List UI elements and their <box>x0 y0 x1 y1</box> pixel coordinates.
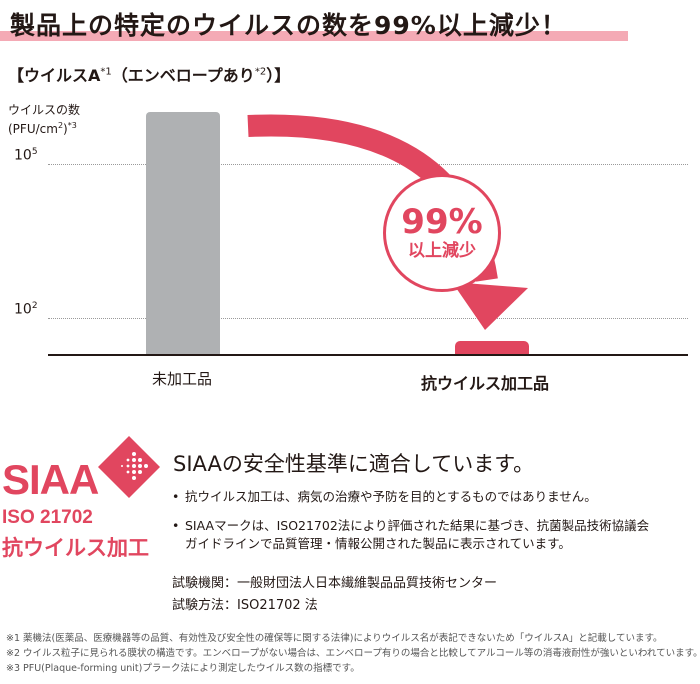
subtitle-paren: （エンベロープあり <box>111 66 255 85</box>
footnote-3: ※3 PFU(Plaque-forming unit)プラーク法により測定したウ… <box>6 663 360 674</box>
arrow-head <box>452 282 528 330</box>
bullet-continuation: ガイドラインで品質管理・情報公開された製品に表示されています。 <box>185 536 571 551</box>
reduction-text: 以上減少 <box>408 241 476 261</box>
bullet-dot: • <box>172 489 180 504</box>
subtitle-note-2: *2 <box>254 66 267 78</box>
category-label-treated: 抗ウイルス加工品 <box>420 374 549 393</box>
y-tick-label: 102 <box>14 301 38 318</box>
subtitle-end: ）】 <box>266 66 291 85</box>
bullet-item: • SIAAマークは、ISO21702法により評価された結果に基づき、抗菌製品技術… <box>172 517 649 535</box>
subtitle-main: 【ウイルスA <box>8 66 101 85</box>
bullet-dot: • <box>172 518 180 533</box>
testing-method: 試験方法：ISO21702 法 <box>172 598 318 613</box>
y-unit-sup: 2 <box>57 121 64 130</box>
y-axis-title: ウイルスの数 (PFU/cm2)*3 <box>8 102 80 137</box>
iso-label: ISO 21702 <box>2 507 93 528</box>
gridline <box>48 318 688 319</box>
bar-untreated <box>146 112 220 354</box>
y-axis-label: ウイルスの数 <box>8 103 81 117</box>
y-axis-unit: (PFU/cm2)*3 <box>8 118 80 137</box>
bullet-text: SIAAマークは、ISO21702法により評価された結果に基づき、抗菌製品技術協… <box>185 518 650 533</box>
siaa-diamond-icon <box>98 436 160 498</box>
y-unit-text: (PFU/cm <box>8 122 58 136</box>
siaa-heading: SIAAの安全性基準に適合しています。 <box>173 452 535 476</box>
y-tick-label: 105 <box>14 147 38 164</box>
subtitle-note-1: *1 <box>100 66 112 78</box>
bullet-item: • 抗ウイルス加工は、病気の治療や予防を目的とするものではありません。 <box>172 488 597 506</box>
chart-subtitle: 【ウイルスA*1（エンベロープあり*2）】 <box>8 62 290 86</box>
x-axis-baseline <box>48 354 688 356</box>
footnote-2: ※2 ウイルス粒子に見られる膜状の構造です。エンベロープがない場合は、エンベロー… <box>6 648 700 659</box>
bullet-text: 抗ウイルス加工は、病気の治療や予防を目的とするものではありません。 <box>185 489 597 504</box>
footnote-1: ※1 薬機法(医薬品、医療機器等の品質、有効性及び安全性の確保等に関する法律)に… <box>6 633 663 644</box>
headline: 製品上の特定のウイルスの数を99%以上減少！ <box>10 11 567 40</box>
y-unit-note: *3 <box>67 121 77 130</box>
headline-highlight <box>0 31 628 41</box>
antiviral-label: 抗ウイルス加工 <box>2 536 149 560</box>
reduction-badge: 99% 以上減少 <box>383 174 501 292</box>
testing-organization: 試験機関：一般財団法人日本繊維製品品質技術センター <box>172 576 498 591</box>
siaa-logo-text: SIAA <box>2 456 99 503</box>
category-label-untreated: 未加工品 <box>151 370 212 388</box>
y-unit-end: ) <box>63 122 68 136</box>
gridline <box>48 164 688 165</box>
reduction-percent: 99% <box>401 202 483 242</box>
bar-treated <box>455 341 529 354</box>
